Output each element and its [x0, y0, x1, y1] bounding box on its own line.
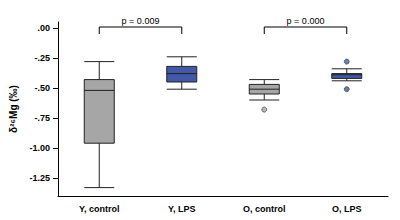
svg-text:Y, LPS: Y, LPS: [168, 204, 196, 214]
svg-text:-.25: -.25: [34, 53, 50, 63]
svg-text:-1.00: -1.00: [29, 143, 50, 153]
svg-text:-1.25: -1.25: [29, 173, 50, 183]
svg-text:p = 0.000: p = 0.000: [287, 16, 325, 26]
svg-text:.00: .00: [37, 23, 50, 33]
svg-text:Y, control: Y, control: [79, 204, 120, 214]
svg-text:-.75: -.75: [34, 113, 50, 123]
svg-text:O, LPS: O, LPS: [332, 204, 362, 214]
svg-text:O, control: O, control: [243, 204, 286, 214]
svg-text:-.50: -.50: [34, 83, 50, 93]
svg-text:p = 0.009: p = 0.009: [122, 16, 160, 26]
svg-text:δ²⁶Mg (‰): δ²⁶Mg (‰): [8, 85, 19, 133]
